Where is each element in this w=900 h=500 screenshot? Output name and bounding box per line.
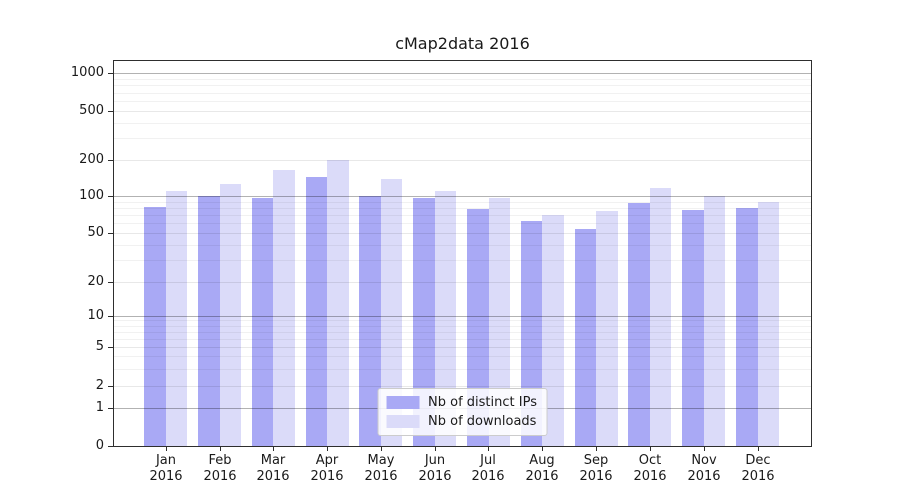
y-tick-mark: [108, 282, 113, 283]
x-tick-mark: [435, 446, 436, 451]
y-tick-mark: [108, 73, 113, 74]
x-tick-label: Nov 2016: [687, 453, 721, 484]
x-tick-label: May 2016: [364, 453, 398, 484]
bar-downloads: [488, 197, 510, 446]
bars-layer: [114, 61, 811, 446]
y-tick-mark: [108, 160, 113, 161]
y-tick-mark: [108, 111, 113, 112]
x-tick-mark: [166, 446, 167, 451]
bar-downloads: [542, 214, 564, 446]
x-tick-mark: [273, 446, 274, 451]
bar-distinct-ips: [251, 198, 274, 446]
y-tick-mark: [108, 196, 113, 197]
bar-downloads: [165, 191, 188, 446]
x-tick-mark: [327, 446, 328, 451]
bar-downloads: [596, 211, 618, 446]
x-tick-label: Dec 2016: [741, 453, 775, 484]
y-tick-label: 0: [95, 438, 104, 453]
bar-downloads: [703, 196, 726, 446]
y-tick-mark: [108, 408, 113, 409]
y-tick-label: 50: [87, 225, 104, 240]
y-tick-label: 1: [95, 400, 104, 415]
x-tick-label: Oct 2016: [633, 453, 667, 484]
y-tick-label: 200: [79, 152, 104, 167]
chart-title: cMap2data 2016: [395, 34, 530, 53]
legend-label: Nb of distinct IPs: [428, 395, 537, 410]
bar-downloads: [327, 160, 349, 446]
bar-downloads: [273, 170, 295, 446]
bar-distinct-ips: [628, 202, 650, 446]
bar-distinct-ips: [574, 228, 597, 446]
y-tick-mark: [108, 233, 113, 234]
x-tick-mark: [650, 446, 651, 451]
x-tick-mark: [542, 446, 543, 451]
bar-distinct-ips: [305, 176, 328, 446]
y-tick-label: 20: [87, 274, 104, 289]
x-tick-mark: [704, 446, 705, 451]
x-tick-label: Apr 2016: [310, 453, 344, 484]
bar-distinct-ips: [467, 209, 489, 446]
y-tick-label: 2: [95, 378, 104, 393]
y-tick-label: 5: [95, 339, 104, 354]
y-tick-label: 10: [87, 308, 104, 323]
bar-downloads: [380, 178, 403, 446]
y-tick-label: 100: [79, 188, 104, 203]
legend-swatch-distinct-ips: [386, 396, 420, 409]
bar-downloads: [219, 183, 241, 446]
y-tick-label: 500: [79, 103, 104, 118]
bar-distinct-ips: [682, 209, 704, 446]
x-tick-label: Sep 2016: [579, 453, 613, 484]
y-tick-mark: [108, 316, 113, 317]
x-tick-label: Jul 2016: [471, 453, 505, 484]
bar-downloads: [434, 191, 457, 446]
x-tick-mark: [488, 446, 489, 451]
bar-distinct-ips: [359, 196, 381, 446]
bar-distinct-ips: [413, 197, 435, 446]
x-tick-label: Jun 2016: [418, 453, 452, 484]
legend-item-distinct-ips: Nb of distinct IPs: [386, 395, 537, 410]
legend-item-downloads: Nb of downloads: [386, 414, 537, 429]
x-tick-label: Feb 2016: [203, 453, 237, 484]
bar-distinct-ips: [198, 196, 220, 446]
y-tick-mark: [108, 386, 113, 387]
plot-area: Nb of distinct IPs Nb of downloads: [113, 60, 812, 447]
y-tick-mark: [108, 446, 113, 447]
x-tick-mark: [220, 446, 221, 451]
legend: Nb of distinct IPs Nb of downloads: [377, 388, 548, 436]
legend-swatch-downloads: [386, 415, 420, 428]
x-tick-mark: [596, 446, 597, 451]
bar-distinct-ips: [736, 207, 758, 446]
bar-distinct-ips: [144, 206, 166, 446]
y-tick-label: 1000: [70, 65, 104, 80]
bar-downloads: [757, 201, 779, 446]
x-tick-mark: [758, 446, 759, 451]
x-tick-label: Aug 2016: [525, 453, 559, 484]
x-tick-label: Jan 2016: [149, 453, 183, 484]
x-tick-mark: [381, 446, 382, 451]
x-tick-label: Mar 2016: [256, 453, 290, 484]
bar-downloads: [649, 188, 672, 446]
y-tick-mark: [108, 347, 113, 348]
legend-label: Nb of downloads: [428, 414, 537, 429]
